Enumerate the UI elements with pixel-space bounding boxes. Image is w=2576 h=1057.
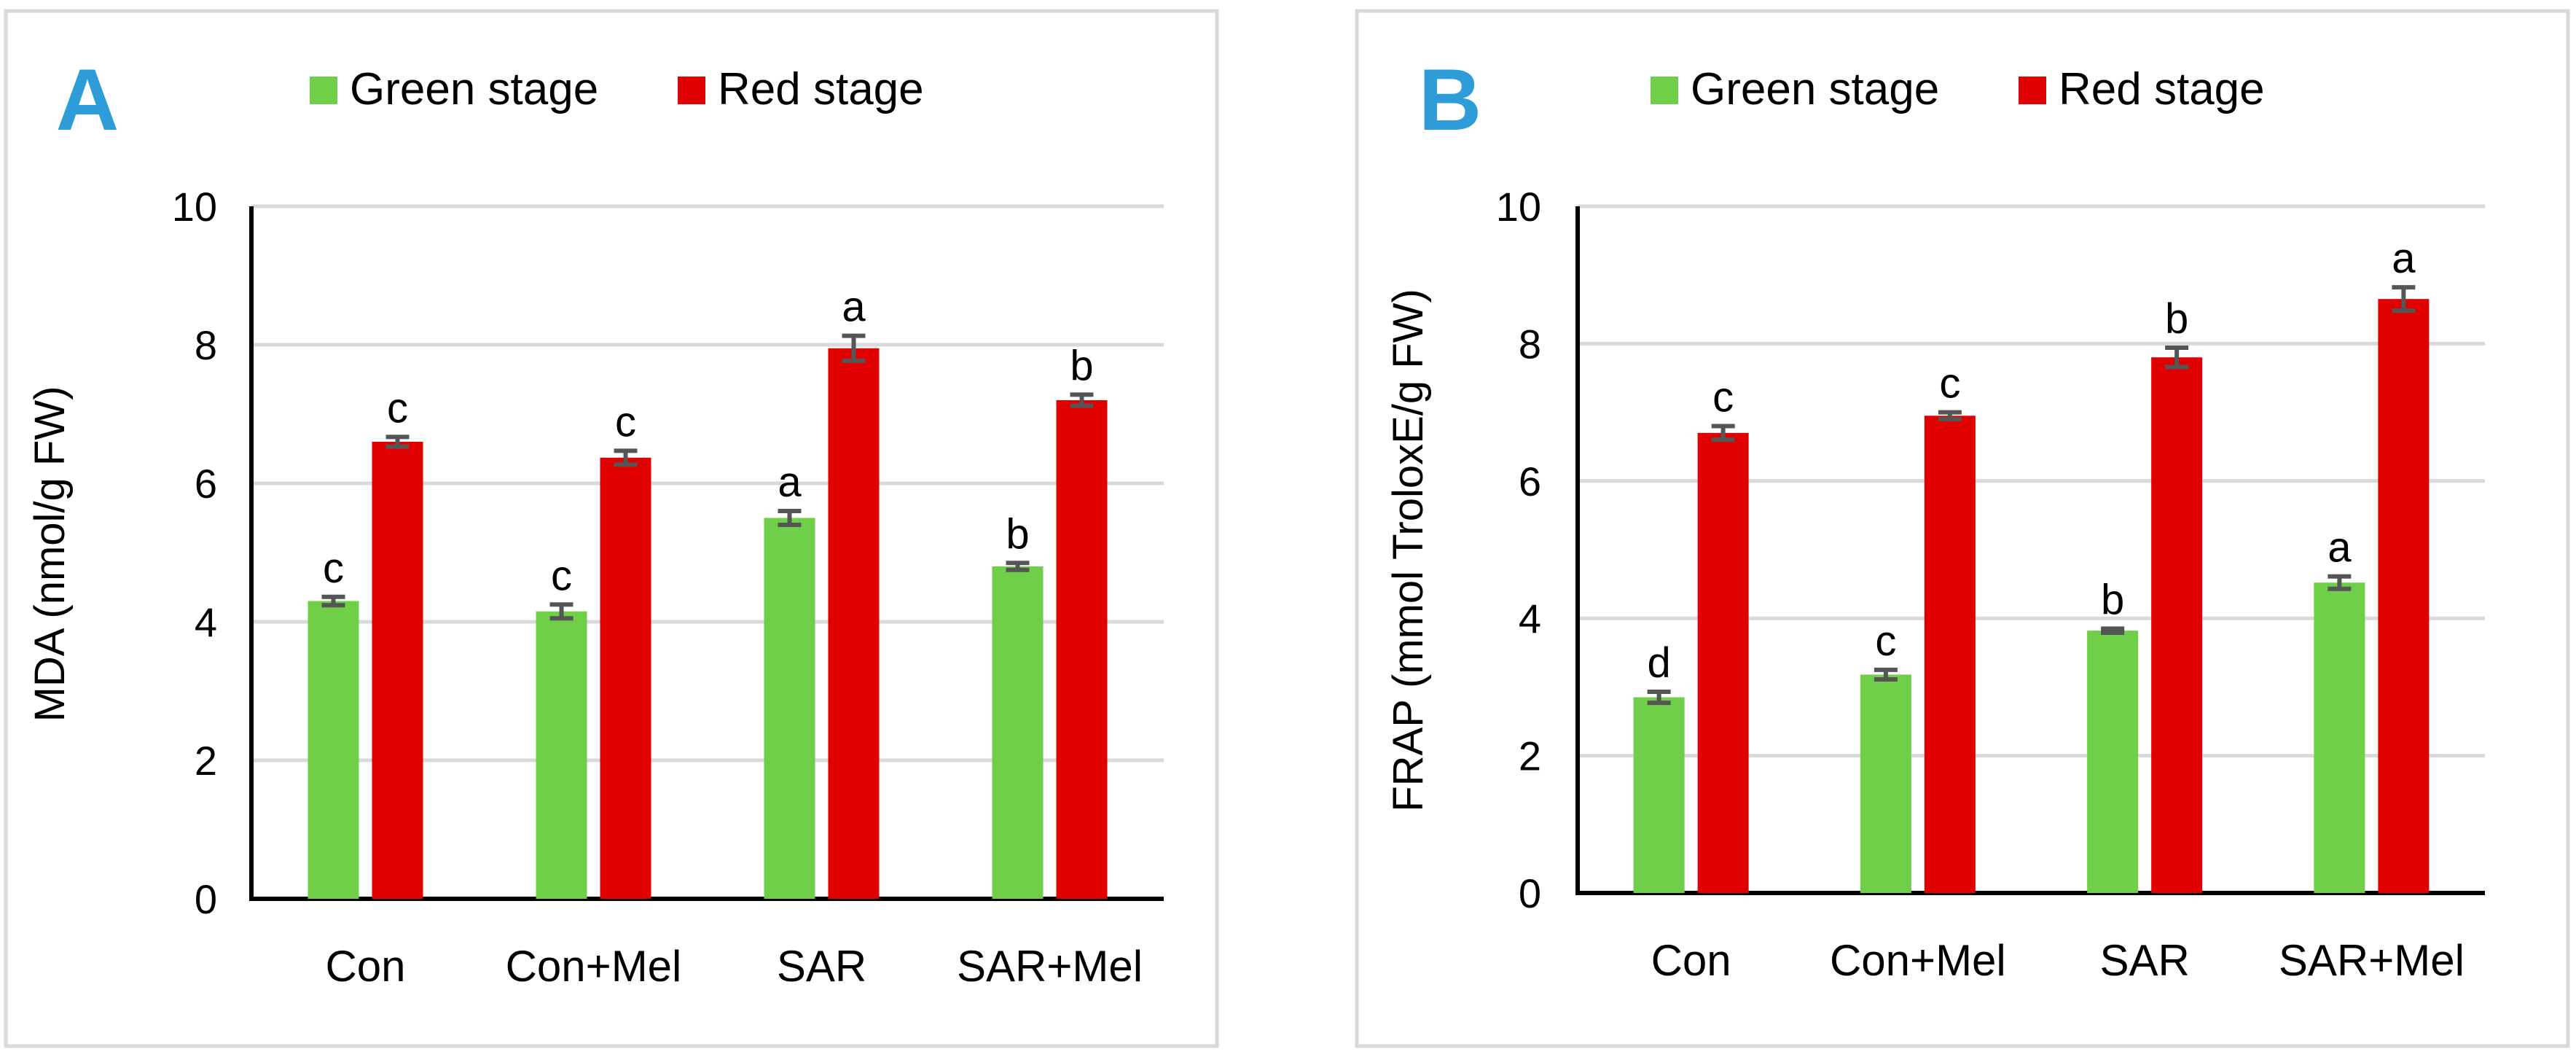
y-tick-label: 6 bbox=[195, 461, 217, 507]
chart-a: 0 2 4 6 8 10 MDA (nmol/g FW) A Green stage Red st… bbox=[4, 9, 1219, 1048]
green-stage-bar bbox=[1633, 697, 1685, 893]
x-category-label: SAR bbox=[2099, 936, 2189, 985]
significance-letter: c bbox=[387, 384, 408, 432]
legend-swatch-red bbox=[2019, 77, 2046, 104]
green-stage-bar bbox=[764, 518, 815, 899]
legend-swatch-green bbox=[1651, 77, 1678, 104]
y-axis-label: FRAP (mmol TroloxE/g FW) bbox=[1385, 289, 1432, 812]
legend-swatch-red bbox=[678, 77, 705, 104]
significance-letter: c bbox=[1712, 373, 1734, 421]
red-stage-bar bbox=[1924, 416, 1976, 893]
y-tick-label: 0 bbox=[195, 876, 217, 922]
x-category-label: SAR+Mel bbox=[957, 942, 1143, 991]
x-category-label: Con bbox=[325, 942, 405, 991]
significance-letter: b bbox=[1006, 510, 1029, 558]
y-tick-label: 4 bbox=[195, 599, 217, 645]
legend-label: Red stage bbox=[2059, 64, 2265, 114]
y-tick-label: 4 bbox=[1519, 596, 1541, 641]
red-stage-bar bbox=[600, 457, 651, 899]
panel-label: A bbox=[56, 51, 120, 149]
y-tick-label: 2 bbox=[1519, 733, 1541, 779]
y-tick-label: 8 bbox=[1519, 321, 1541, 367]
legend-label: Green stage bbox=[1691, 64, 1939, 114]
legend-label: Green stage bbox=[350, 64, 598, 114]
significance-letter: a bbox=[2328, 524, 2352, 572]
red-stage-bar bbox=[1697, 432, 1749, 893]
red-stage-bar bbox=[2378, 299, 2430, 893]
significance-letter: b bbox=[2165, 295, 2188, 343]
x-category-label: Con+Mel bbox=[506, 942, 682, 991]
red-stage-bar bbox=[828, 348, 880, 899]
chart-b: 0 2 4 6 8 10 FRAP (mmol TroloxE/g FW) B Green st… bbox=[1355, 9, 2570, 1048]
red-stage-bar bbox=[1056, 400, 1108, 899]
green-stage-bar bbox=[992, 566, 1044, 899]
y-tick-label: 0 bbox=[1519, 870, 1541, 916]
significance-letter: d bbox=[1647, 639, 1670, 687]
y-axis-label: MDA (nmol/g FW) bbox=[26, 386, 74, 722]
significance-letter: c bbox=[1939, 360, 1960, 407]
green-stage-bar bbox=[536, 611, 587, 899]
legend-swatch-green bbox=[310, 77, 337, 104]
x-category-label: SAR bbox=[777, 942, 866, 991]
significance-letter: b bbox=[2101, 576, 2124, 623]
significance-letter: a bbox=[778, 459, 802, 506]
x-category-label: SAR+Mel bbox=[2279, 936, 2465, 985]
panel-label: B bbox=[1419, 51, 1482, 149]
y-tick-label: 8 bbox=[195, 322, 217, 368]
significance-letter: c bbox=[551, 552, 572, 599]
significance-letter: a bbox=[2392, 235, 2416, 282]
red-stage-bar bbox=[372, 442, 423, 899]
y-tick-label: 10 bbox=[172, 184, 217, 230]
significance-letter: a bbox=[842, 284, 866, 331]
green-stage-bar bbox=[2314, 582, 2365, 893]
significance-letter: c bbox=[323, 545, 344, 592]
green-stage-bar bbox=[308, 601, 359, 899]
y-tick-label: 2 bbox=[195, 738, 217, 784]
green-stage-bar bbox=[1860, 674, 1911, 893]
x-category-label: Con+Mel bbox=[1830, 936, 2006, 985]
y-tick-label: 6 bbox=[1519, 459, 1541, 504]
significance-letter: c bbox=[1875, 617, 1896, 665]
red-stage-bar bbox=[2151, 357, 2203, 893]
y-tick-label: 10 bbox=[1496, 184, 1541, 230]
green-stage-bar bbox=[2087, 631, 2139, 893]
significance-letter: b bbox=[1070, 342, 1093, 389]
legend-label: Red stage bbox=[718, 64, 924, 114]
significance-letter: c bbox=[615, 398, 636, 445]
x-category-label: Con bbox=[1651, 936, 1731, 985]
